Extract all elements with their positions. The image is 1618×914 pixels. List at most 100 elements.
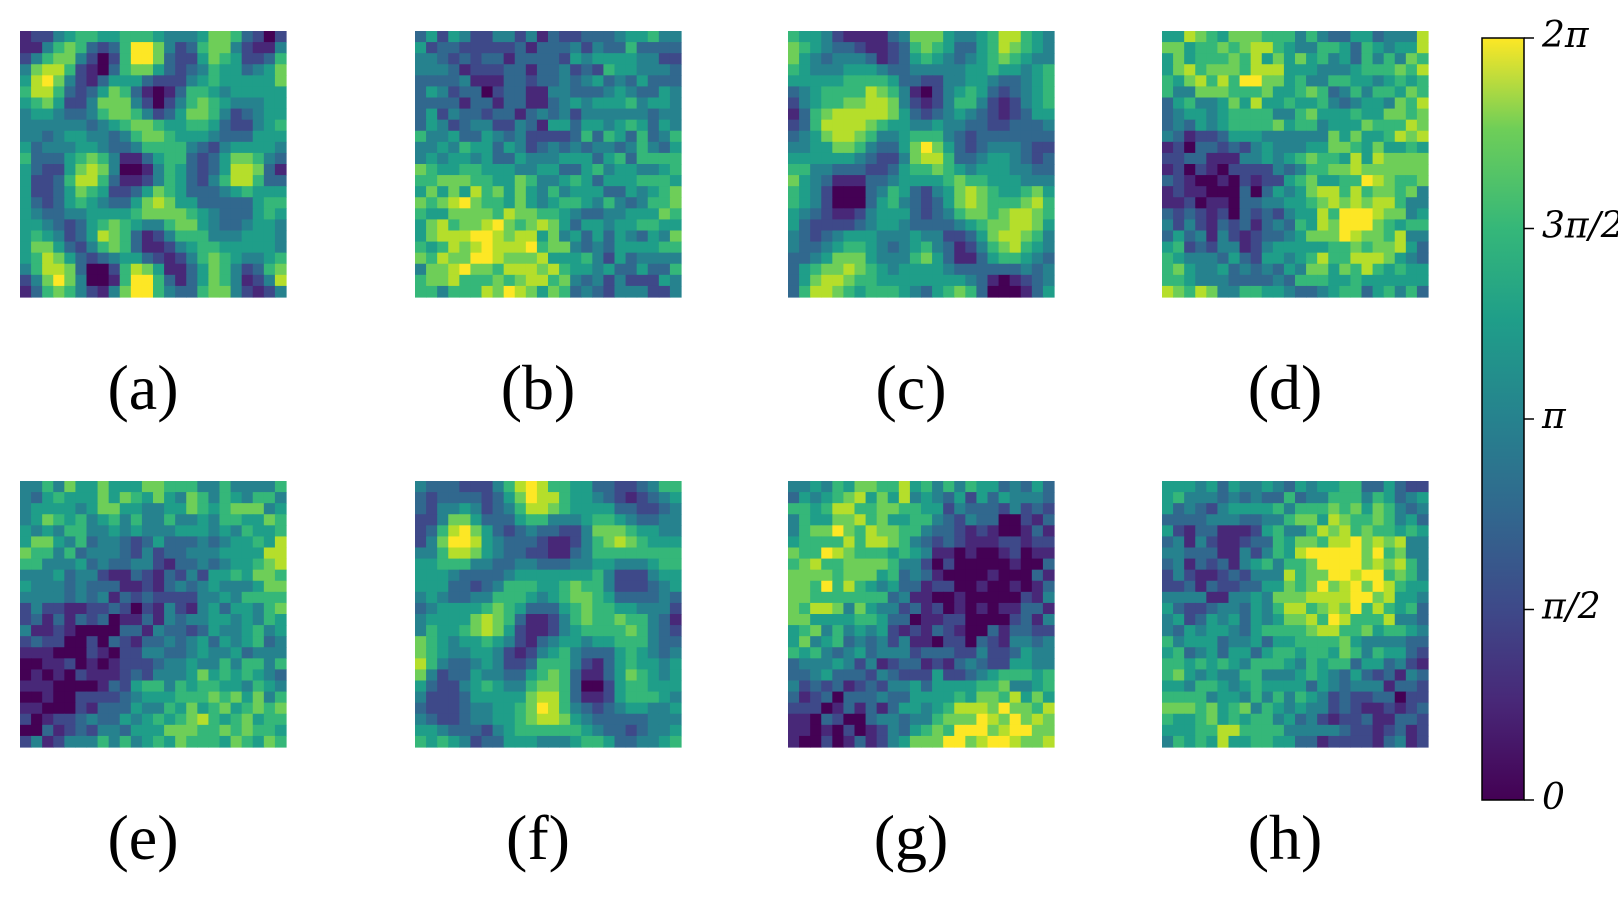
heatmap-cell: [536, 536, 549, 549]
heatmap-cell: [197, 713, 210, 726]
heatmap-cell: [208, 514, 221, 526]
heatmap-cell: [153, 580, 165, 593]
heatmap-cell: [625, 219, 638, 232]
heatmap-cell: [86, 691, 99, 704]
heatmap-cell: [525, 208, 538, 221]
heatmap-cell: [1217, 724, 1230, 737]
heatmap-cell: [843, 636, 856, 648]
heatmap-cell: [636, 669, 649, 682]
heatmap-cell: [854, 108, 867, 121]
heatmap-cell: [1416, 735, 1429, 748]
heatmap-cell: [97, 219, 110, 232]
heatmap-cell: [603, 591, 616, 604]
heatmap-cell: [898, 636, 911, 648]
heatmap-cell: [536, 602, 549, 615]
heatmap-cell: [1162, 536, 1174, 549]
heatmap-cell: [1394, 669, 1407, 682]
heatmap-cell: [97, 263, 110, 276]
heatmap-cell: [525, 175, 538, 187]
heatmap-cell: [108, 580, 121, 593]
heatmap-cell: [887, 175, 900, 187]
heatmap-cell: [921, 503, 933, 515]
heatmap-cell: [514, 208, 527, 221]
heatmap-cell: [821, 64, 833, 76]
heatmap-cell: [548, 724, 560, 737]
heatmap-cell: [843, 230, 856, 243]
heatmap-cell: [53, 97, 65, 110]
heatmap-cell: [909, 713, 922, 726]
heatmap-cell: [86, 230, 99, 243]
heatmap-cell: [876, 713, 889, 726]
heatmap-cell: [965, 569, 978, 582]
heatmap-cell: [1042, 130, 1055, 143]
heatmap-cell: [492, 31, 505, 43]
heatmap-cell: [448, 108, 460, 121]
heatmap-cell: [932, 536, 944, 549]
heatmap-cell: [1283, 602, 1296, 615]
heatmap-cell: [843, 602, 856, 615]
heatmap-cell: [1283, 691, 1296, 704]
heatmap-cell: [86, 130, 99, 143]
heatmap-cell: [108, 141, 121, 154]
heatmap-cell: [843, 614, 856, 626]
heatmap-cell: [898, 658, 911, 671]
heatmap-cell: [799, 64, 811, 76]
heatmap-cell: [636, 285, 649, 298]
heatmap-cell: [1383, 274, 1396, 287]
heatmap-cell: [1206, 175, 1219, 187]
heatmap-cell: [1162, 735, 1174, 748]
heatmap-cell: [536, 558, 549, 571]
heatmap-cell: [832, 108, 845, 121]
heatmap-cell: [1272, 274, 1285, 287]
heatmap-cell: [1217, 636, 1230, 648]
heatmap-cell: [854, 547, 867, 560]
heatmap-cell: [1261, 285, 1274, 298]
heatmap-cell: [31, 175, 43, 187]
heatmap-cell: [821, 503, 833, 515]
heatmap-cell: [481, 669, 494, 682]
heatmap-cell: [1339, 263, 1352, 276]
heatmap-cell: [843, 536, 856, 549]
heatmap-cell: [603, 558, 616, 571]
heatmap-cell: [415, 625, 427, 637]
heatmap-cell: [1162, 285, 1174, 298]
heatmap-cell: [1239, 263, 1252, 276]
heatmap-cell: [570, 625, 582, 637]
heatmap-cell: [1317, 713, 1329, 726]
heatmap-cell: [1009, 525, 1022, 538]
heatmap-cell: [1184, 536, 1196, 549]
heatmap-cell: [219, 31, 232, 43]
heatmap-cell: [197, 669, 210, 682]
heatmap-cell: [887, 647, 900, 659]
heatmap-cell: [1009, 274, 1022, 287]
heatmap-cell: [1372, 119, 1385, 132]
heatmap-cell: [921, 625, 933, 637]
heatmap-cell: [636, 263, 649, 276]
heatmap-cell: [1173, 241, 1185, 254]
heatmap-cell: [1009, 197, 1022, 209]
heatmap-cell: [208, 119, 221, 132]
heatmap-cell: [448, 602, 460, 615]
heatmap-cell: [1173, 680, 1185, 693]
heatmap-cell: [153, 702, 165, 715]
heatmap-cell: [252, 547, 265, 560]
heatmap-cell: [1361, 119, 1374, 132]
heatmap-cell: [1350, 569, 1363, 582]
heatmap-cell: [987, 86, 1000, 99]
heatmap-cell: [909, 86, 922, 99]
heatmap-cell: [932, 492, 944, 504]
heatmap-cell: [909, 525, 922, 538]
heatmap-cell: [1009, 219, 1022, 232]
heatmap-cell: [1217, 713, 1230, 726]
heatmap-cell: [998, 558, 1011, 571]
heatmap-cell: [799, 208, 811, 221]
heatmap-cell: [64, 108, 77, 121]
heatmap-cell: [909, 197, 922, 209]
heatmap-cell: [1239, 713, 1252, 726]
heatmap-cell: [503, 680, 516, 693]
heatmap-cell: [1195, 230, 1207, 243]
heatmap-cell: [854, 97, 867, 110]
heatmap-cell: [274, 119, 287, 132]
heatmap-cell: [965, 130, 978, 143]
heatmap-cell: [548, 141, 560, 154]
